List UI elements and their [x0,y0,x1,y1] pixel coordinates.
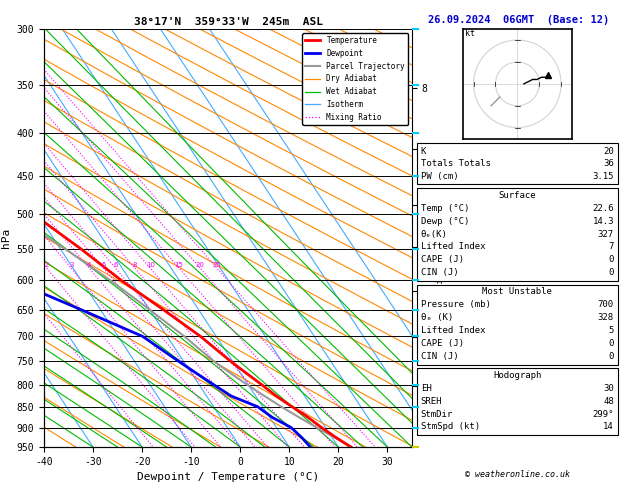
Text: 14: 14 [603,422,614,432]
Text: 5: 5 [101,262,106,268]
Text: EH: EH [421,384,431,393]
Text: 3: 3 [69,262,74,268]
Text: 20: 20 [603,147,614,156]
Text: Hodograph: Hodograph [493,371,542,380]
Text: Surface: Surface [499,191,536,200]
Title: 38°17'N  359°33'W  245m  ASL: 38°17'N 359°33'W 245m ASL [133,17,323,27]
Text: 36: 36 [603,159,614,169]
Text: Most Unstable: Most Unstable [482,287,552,296]
Text: kt: kt [465,29,475,38]
Text: 4: 4 [87,262,91,268]
Text: 14.3: 14.3 [593,217,614,226]
Text: 10: 10 [146,262,155,268]
Text: SREH: SREH [421,397,442,406]
Text: Mixing Ratio (g/kg): Mixing Ratio (g/kg) [436,187,445,289]
Text: 5: 5 [608,326,614,335]
Text: 6: 6 [113,262,118,268]
Text: 328: 328 [598,313,614,322]
Text: 25: 25 [213,262,221,268]
Text: 0: 0 [608,268,614,277]
Text: Lifted Index: Lifted Index [421,243,486,251]
X-axis label: Dewpoint / Temperature (°C): Dewpoint / Temperature (°C) [137,472,319,483]
Text: © weatheronline.co.uk: © weatheronline.co.uk [465,469,569,479]
Text: 0: 0 [608,352,614,361]
Text: PW (cm): PW (cm) [421,173,459,181]
Text: CIN (J): CIN (J) [421,268,459,277]
Text: 299°: 299° [593,410,614,418]
Text: 22.6: 22.6 [593,204,614,213]
Y-axis label: km
ASL: km ASL [430,229,452,247]
Text: CAPE (J): CAPE (J) [421,339,464,348]
Text: Temp (°C): Temp (°C) [421,204,469,213]
Text: 20: 20 [196,262,204,268]
Text: 0: 0 [608,255,614,264]
Text: 700: 700 [598,300,614,309]
Text: 327: 327 [598,229,614,239]
Text: Dewp (°C): Dewp (°C) [421,217,469,226]
Text: 15: 15 [175,262,184,268]
Text: θₑ (K): θₑ (K) [421,313,453,322]
Text: 26.09.2024  06GMT  (Base: 12): 26.09.2024 06GMT (Base: 12) [428,15,610,25]
Text: StmSpd (kt): StmSpd (kt) [421,422,480,432]
Y-axis label: hPa: hPa [1,228,11,248]
Text: CIN (J): CIN (J) [421,352,459,361]
Text: 48: 48 [603,397,614,406]
Text: 2: 2 [45,262,49,268]
Legend: Temperature, Dewpoint, Parcel Trajectory, Dry Adiabat, Wet Adiabat, Isotherm, Mi: Temperature, Dewpoint, Parcel Trajectory… [302,33,408,125]
Text: K: K [421,147,426,156]
Text: 30: 30 [603,384,614,393]
Text: 3.15: 3.15 [593,173,614,181]
Text: 0: 0 [608,339,614,348]
Text: θₑ(K): θₑ(K) [421,229,448,239]
Text: Lifted Index: Lifted Index [421,326,486,335]
Text: Totals Totals: Totals Totals [421,159,491,169]
Text: 8: 8 [133,262,137,268]
Text: Pressure (mb): Pressure (mb) [421,300,491,309]
Text: StmDir: StmDir [421,410,453,418]
Text: 7: 7 [608,243,614,251]
Text: CAPE (J): CAPE (J) [421,255,464,264]
Text: LCL: LCL [418,412,433,420]
